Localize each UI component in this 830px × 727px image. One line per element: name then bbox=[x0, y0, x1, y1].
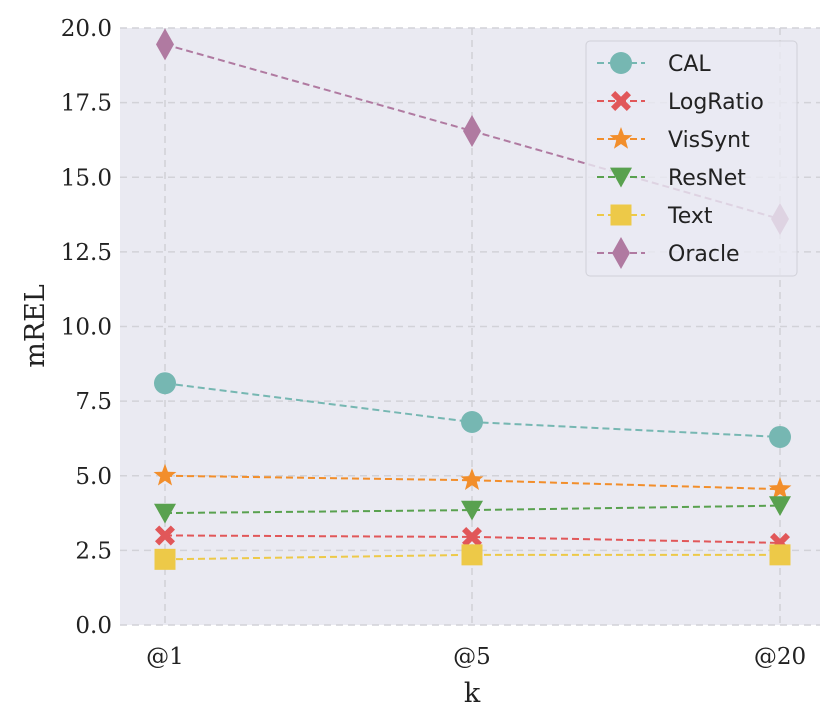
x-tick-label: @20 bbox=[754, 644, 806, 670]
y-tick-label: 5.0 bbox=[75, 464, 112, 490]
legend-marker bbox=[610, 204, 632, 226]
legend-marker bbox=[610, 52, 632, 74]
legend-label: Oracle bbox=[668, 242, 740, 267]
legend: CAL LogRatio VisSynt ResNet Text Oracle bbox=[585, 40, 798, 277]
y-tick-label: 7.5 bbox=[75, 389, 112, 415]
series-cal bbox=[154, 372, 791, 448]
legend-label: ResNet bbox=[668, 166, 746, 191]
data-point bbox=[462, 526, 482, 547]
legend-entry: Text bbox=[597, 204, 713, 229]
x-tick-labels: @1 @5 @20 bbox=[146, 644, 806, 670]
y-tick-label: 12.5 bbox=[61, 240, 112, 266]
legend-entry: Oracle bbox=[597, 237, 740, 269]
x-axis-title: k bbox=[464, 678, 481, 709]
legend-label: LogRatio bbox=[668, 90, 764, 115]
data-point bbox=[460, 468, 484, 490]
legend-entry: VisSynt bbox=[597, 127, 750, 153]
series-vissynt bbox=[153, 463, 792, 499]
data-point bbox=[769, 496, 791, 517]
data-point bbox=[463, 114, 481, 147]
legend-entry: ResNet bbox=[597, 166, 746, 191]
legend-label: Text bbox=[667, 204, 713, 229]
series-line bbox=[164, 534, 781, 544]
legend-marker bbox=[610, 167, 632, 188]
legend-marker bbox=[611, 91, 631, 111]
data-point bbox=[154, 548, 176, 570]
legend-label: VisSynt bbox=[668, 128, 750, 153]
y-tick-label: 2.5 bbox=[75, 538, 112, 564]
legend-marker bbox=[609, 127, 633, 149]
series-resnet bbox=[154, 496, 791, 524]
legend-entry: CAL bbox=[597, 52, 711, 77]
data-point bbox=[461, 411, 483, 434]
series-line bbox=[164, 553, 780, 561]
y-tick-label: 15.0 bbox=[61, 165, 112, 191]
legend-box bbox=[585, 40, 798, 277]
data-point bbox=[769, 425, 791, 448]
y-tick-label: 20.0 bbox=[61, 16, 112, 42]
legend-marker bbox=[612, 237, 630, 269]
data-point bbox=[768, 477, 792, 499]
y-tick-label: 0.0 bbox=[75, 613, 112, 639]
y-tick-label: 10.0 bbox=[61, 315, 112, 341]
data-point bbox=[461, 500, 483, 521]
data-point bbox=[156, 28, 174, 61]
data-point bbox=[461, 544, 483, 566]
data-point bbox=[154, 372, 176, 395]
series-line bbox=[164, 504, 781, 515]
x-tick-label: @1 bbox=[146, 644, 184, 670]
series-line bbox=[164, 474, 781, 491]
data-point bbox=[153, 463, 177, 486]
y-tick-label: 17.5 bbox=[61, 91, 112, 117]
series-text bbox=[154, 544, 791, 570]
data-point bbox=[155, 525, 175, 546]
x-tick-label: @5 bbox=[453, 644, 491, 670]
legend-label: CAL bbox=[668, 52, 711, 77]
legend-entry: LogRatio bbox=[597, 90, 764, 115]
data-point bbox=[154, 503, 176, 524]
y-tick-labels: 0.0 2.5 5.0 7.5 10.0 12.5 15.0 17.5 20.0 bbox=[61, 16, 112, 639]
y-axis-title: mREL bbox=[20, 284, 51, 368]
data-point bbox=[769, 544, 791, 566]
